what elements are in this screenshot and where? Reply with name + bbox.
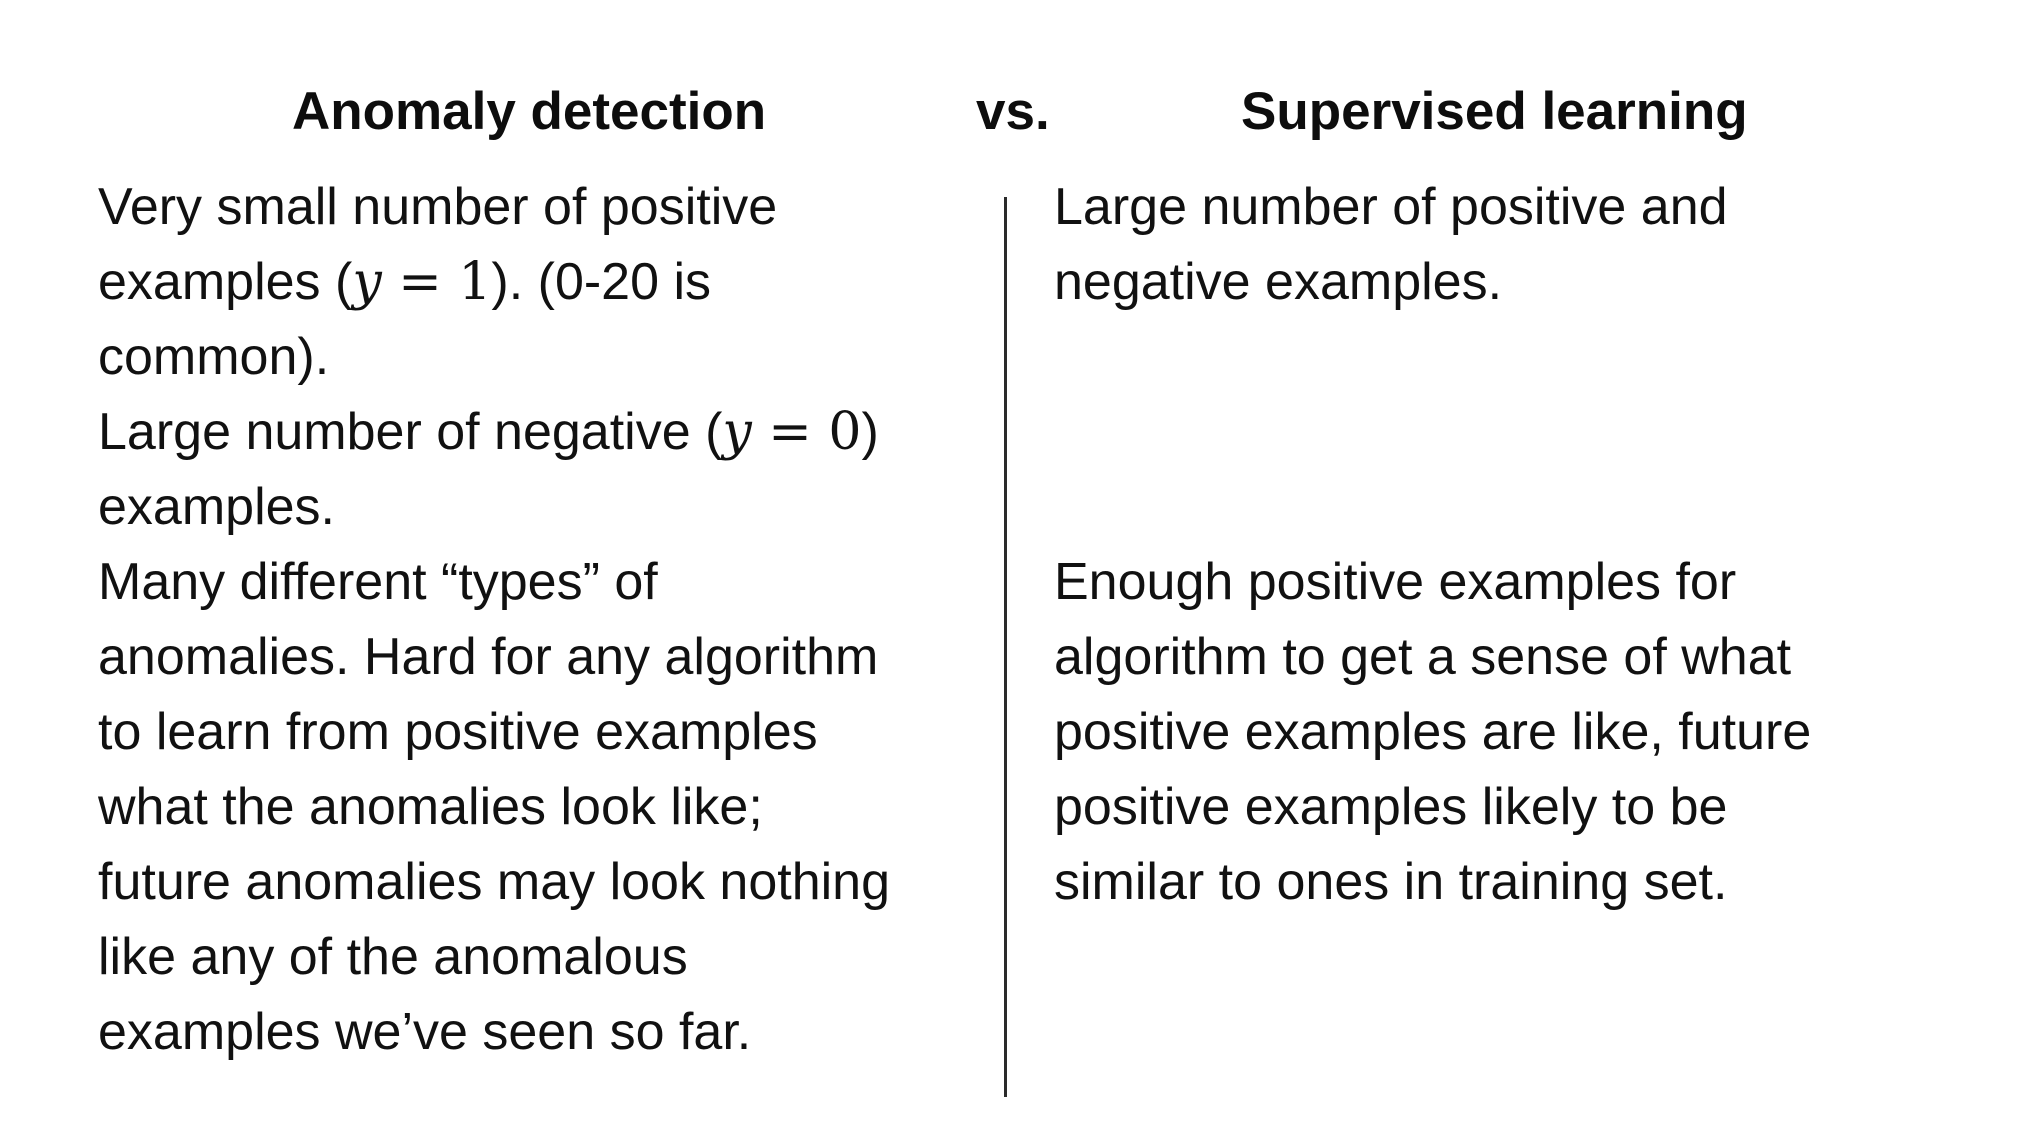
math-equals-zero: = 0 — [751, 402, 862, 462]
supervised-learning-title: Supervised learning — [1241, 82, 1748, 141]
left-line-2: examples (y = 1). (0-20 is — [98, 245, 998, 320]
right-line-1: Large number of positive and — [1054, 178, 1728, 236]
column-divider — [1004, 197, 1007, 1097]
left-line-4-text-a: Large number of negative ( — [98, 403, 723, 461]
math-equals-one: = 1 — [381, 252, 492, 312]
right-line-2: negative examples. — [1054, 253, 1503, 311]
left-line-4-text-b: ) — [861, 403, 879, 461]
left-line-12: examples we’ve seen so far. — [98, 1003, 752, 1061]
left-line-5: examples. — [98, 478, 335, 536]
right-line-7: similar to ones in training set. — [1054, 853, 1728, 911]
left-line-4: Large number of negative (y = 0) — [98, 395, 998, 470]
anomaly-detection-title: Anomaly detection — [292, 82, 767, 141]
left-line-9: what the anomalies look like; — [98, 778, 763, 836]
left-line-6: Many different “types” of — [98, 553, 658, 611]
left-line-8: to learn from positive examples — [98, 703, 818, 761]
anomaly-detection-column: Very small number of positive examples (… — [98, 170, 998, 1070]
right-line-6: positive examples likely to be — [1054, 778, 1728, 836]
right-line-4: algorithm to get a sense of what — [1054, 628, 1792, 686]
left-line-2-text-b: ). (0-20 is — [491, 253, 712, 311]
left-line-7: anomalies. Hard for any algorithm — [98, 628, 879, 686]
right-line-3: Enough positive examples for — [1054, 553, 1737, 611]
supervised-learning-column: Large number of positive and negative ex… — [1054, 170, 1994, 920]
left-line-11: like any of the anomalous — [98, 928, 688, 986]
right-line-5: positive examples are like, future — [1054, 703, 1812, 761]
left-line-3: common). — [98, 328, 330, 386]
left-line-1: Very small number of positive — [98, 178, 778, 236]
vs-label: vs. — [976, 82, 1050, 141]
left-line-10: future anomalies may look nothing — [98, 853, 891, 911]
left-line-2-text-a: examples ( — [98, 253, 353, 311]
math-variable-y-2: y — [722, 402, 752, 462]
math-variable-y: y — [352, 252, 382, 312]
